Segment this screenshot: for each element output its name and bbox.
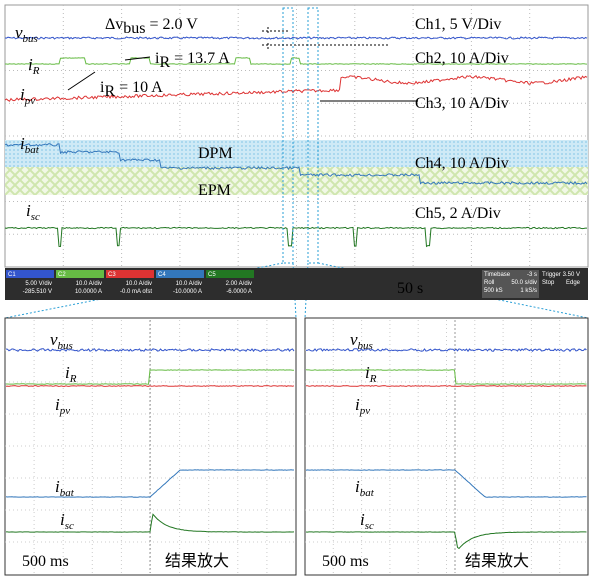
signal-label-sub: R bbox=[32, 65, 40, 77]
channel-offset: -10.0000 A bbox=[173, 289, 202, 295]
dpm-label: DPM bbox=[198, 145, 233, 162]
channel-offset: -285.510 V bbox=[23, 289, 52, 295]
signal-label-sub: pv bbox=[24, 95, 36, 107]
timebase-text: 50.0 s/div bbox=[511, 280, 537, 286]
delta-annotation-rest: = 2.0 V bbox=[146, 16, 199, 33]
channel-offset: -0.0 mA ofst bbox=[120, 289, 152, 295]
channel-scale: 10.0 A/div bbox=[176, 281, 202, 287]
signal-label-sub: R bbox=[69, 373, 77, 385]
delta-annotation-pre: Δ bbox=[105, 16, 115, 33]
signal-label-sub: pv bbox=[59, 405, 71, 417]
channel-name: C1 bbox=[8, 272, 16, 278]
ir-annotation-rest: = 13.7 A bbox=[170, 50, 230, 67]
channel-scale: 2.00 A/div bbox=[226, 281, 252, 287]
signal-label-sub: bat bbox=[360, 487, 375, 499]
channel-scale: Ch4, 10 A/Div bbox=[415, 155, 509, 172]
time-scale: 500 ms bbox=[22, 553, 69, 570]
timebase-text: 500 kS bbox=[484, 288, 503, 294]
ir-annotation-sub: R bbox=[159, 54, 170, 71]
channel-scale: 5.00 V/div bbox=[25, 281, 52, 287]
epm-label: EPM bbox=[198, 182, 231, 199]
delta-annotation-sub: bus bbox=[123, 20, 145, 37]
channel-scale: Ch5, 2 A/Div bbox=[415, 205, 501, 222]
signal-label-sub: sc bbox=[365, 520, 374, 532]
channel-scale: 10.0 A/div bbox=[76, 281, 102, 287]
channel-offset: 10.0000 A bbox=[75, 289, 102, 295]
ir-annotation-rest: = 10 A bbox=[115, 79, 163, 96]
timebase-text: -3 s bbox=[527, 272, 537, 278]
wave-ipv bbox=[306, 386, 587, 387]
channel-offset: -6.0000 A bbox=[226, 289, 252, 295]
delta-annotation-var: v bbox=[115, 16, 123, 33]
channel-scale: Ch1, 5 V/Div bbox=[415, 16, 501, 33]
time-scale: 50 s bbox=[397, 280, 423, 297]
trigger-text: Edge bbox=[566, 280, 581, 286]
channel-name: C3 bbox=[108, 272, 116, 278]
caption: 结果放大 bbox=[465, 552, 529, 570]
channel-name: C2 bbox=[58, 272, 66, 278]
ir-annotation-sub: R bbox=[104, 83, 115, 100]
channel-name: C5 bbox=[208, 272, 216, 278]
caption: 结果放大 bbox=[165, 552, 229, 570]
timebase-text: Roll bbox=[484, 280, 494, 286]
trigger-text: 3.50 V bbox=[563, 272, 580, 278]
screenshot: C1 5.00 V/div -285.510 V C2 10.0 A/div 10.000… bbox=[0, 0, 589, 577]
signal-label-sub: bus bbox=[58, 340, 73, 352]
channel-scale: Ch2, 10 A/Div bbox=[415, 50, 509, 67]
signal-label-sub: pv bbox=[359, 405, 371, 417]
signal-label-sub: bus bbox=[358, 340, 373, 352]
signal-label-sub: sc bbox=[31, 211, 40, 223]
time-scale: 500 ms bbox=[322, 553, 369, 570]
signal-label-sub: R bbox=[369, 373, 377, 385]
signal-label-sub: sc bbox=[65, 520, 74, 532]
channel-scale: 10.0 A/div bbox=[126, 281, 152, 287]
signal-label-sub: bat bbox=[25, 144, 40, 156]
timebase-text: Timebase bbox=[484, 272, 511, 278]
signal-label-sub: bus bbox=[23, 33, 38, 45]
channel-scale: Ch3, 10 A/Div bbox=[415, 95, 509, 112]
signal-label-sub: bat bbox=[60, 487, 75, 499]
trigger-text: Trigger bbox=[542, 272, 561, 278]
trigger-text: Stop bbox=[542, 280, 555, 286]
channel-name: C4 bbox=[158, 272, 166, 278]
timebase-text: 1 kS/s bbox=[520, 288, 537, 294]
